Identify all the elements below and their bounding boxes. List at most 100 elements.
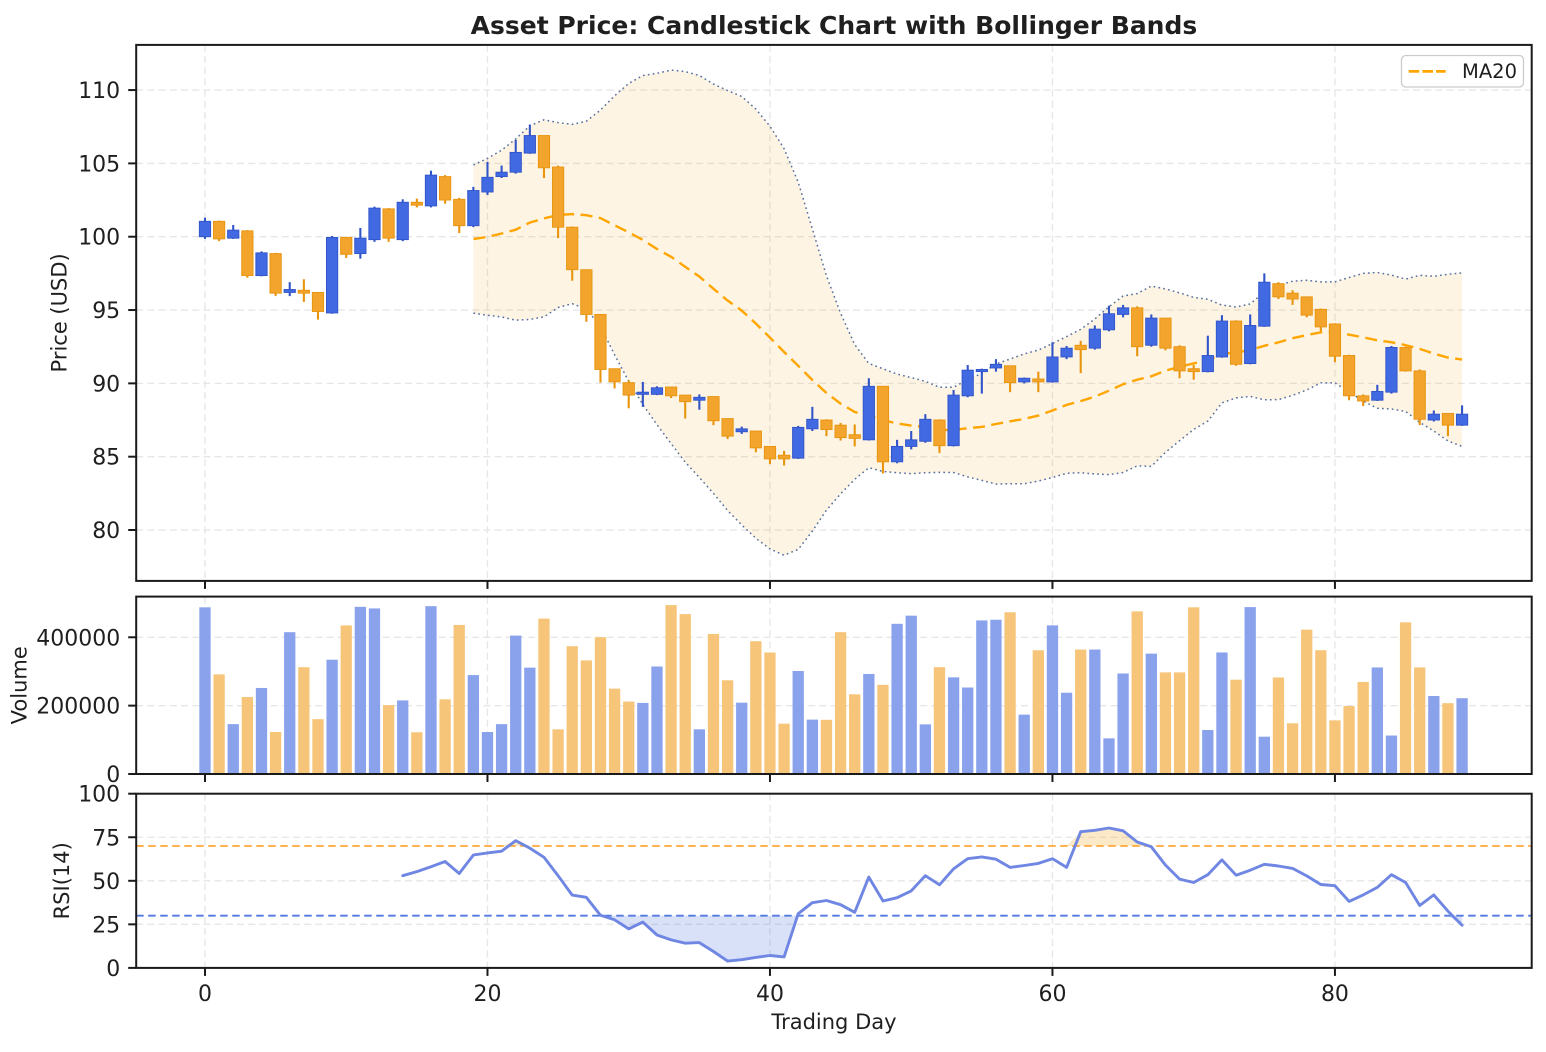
candle-body [1131,307,1144,348]
candle-body [467,190,480,227]
candle-body [1187,368,1200,373]
volume-bar [933,667,946,774]
volume-panel-frame [135,595,1533,775]
candle-body [1455,413,1469,426]
volume-bar [524,667,536,774]
candle-body [453,198,466,227]
price-panel-frame [135,43,1533,582]
volume-bar [1032,650,1044,774]
volume-bar [1018,714,1030,774]
grid-layer [136,44,1532,968]
candle-body [481,176,494,193]
candle-body [792,426,805,459]
volume-bar [354,606,367,774]
ma20-legend-label: MA20 [1462,60,1517,83]
candle-body [1088,328,1101,349]
price-tick-label: 110 [78,79,120,104]
candle-body [905,439,918,447]
rsi-tick-label: 25 [92,913,120,938]
volume-bar [891,623,903,774]
candle-body [1357,395,1370,402]
candle-body [1046,356,1059,383]
candle-body [311,291,325,312]
candle-body [707,396,720,422]
volume-bar [778,723,790,774]
volume-bar [679,614,691,774]
volume-bar [1216,652,1228,774]
volume-tick-label: 200000 [36,695,120,720]
volume-bar [1399,622,1412,774]
candle-body [1244,324,1257,365]
volume-bar [411,732,423,774]
price-tick-label: 90 [92,372,120,397]
volume-bar [721,680,734,774]
x-tick-label: 40 [756,982,784,1007]
volume-bar [1456,698,1468,774]
x-tick-label: 60 [1038,982,1066,1007]
bollinger-band-edge [473,302,1463,557]
candle-body [1102,313,1116,331]
candle-body [848,434,861,439]
volume-bar [849,694,861,774]
candle-body [1272,283,1285,298]
ma20-line [473,212,1463,432]
text-layer: Asset Price: Candlestick Chart with Boll… [8,11,1349,1034]
candle-body [439,176,452,201]
rsi-tick-label: 100 [78,783,120,808]
volume-bar [1060,692,1073,774]
volume-bar [764,652,776,774]
volume-bar [919,724,931,774]
volume-bar [552,729,564,774]
candle-body [410,201,423,206]
candle-body [876,385,890,463]
x-tick-label: 0 [198,982,212,1007]
volume-bar [1145,653,1157,774]
candle-body [1427,413,1440,421]
candle-body [862,385,875,441]
price-tick-label: 95 [92,299,120,324]
candle-body [679,394,692,403]
candle-body [975,368,988,373]
candle-body [537,135,551,169]
volume-tick-label: 0 [106,763,120,788]
volume-bar [750,641,762,774]
candle-body [947,394,960,447]
volume-bar [580,660,592,774]
candle-body [326,236,339,314]
candle-body [1173,346,1186,372]
bollinger-band-edge [473,69,1463,389]
volume-bar [990,619,1002,774]
volume-bar [241,697,254,774]
volume-bar [947,677,960,774]
candle-body [269,253,282,294]
volume-bar [1004,612,1016,774]
x-tick-label: 20 [473,982,501,1007]
candle-body [241,230,254,277]
rsi-line [401,826,1464,963]
bollinger-band-fill [473,70,1463,556]
volume-bar [284,632,296,774]
volume-bar [326,659,338,774]
candle-body [1229,320,1243,365]
volume-bar [1442,703,1454,774]
candle-body [693,396,706,401]
volume-bar [1159,672,1172,774]
candle-body [763,445,777,460]
price-tick-label: 80 [92,519,120,544]
candle-body [1074,344,1087,351]
price-tick-label: 105 [78,152,120,177]
rsi-oversold-fill [402,915,1463,962]
candle-body [961,369,974,397]
volume-bar [538,618,550,774]
candle-body [594,313,607,370]
volume-bar [425,606,437,774]
volume-bar [905,615,917,774]
volume-bar [736,702,748,774]
volume-bar [495,724,508,774]
volume-bar [665,605,677,774]
candle-body [1145,317,1158,346]
volume-bar [1173,672,1186,774]
volume-bar [1329,720,1341,774]
candle-body [382,208,395,239]
